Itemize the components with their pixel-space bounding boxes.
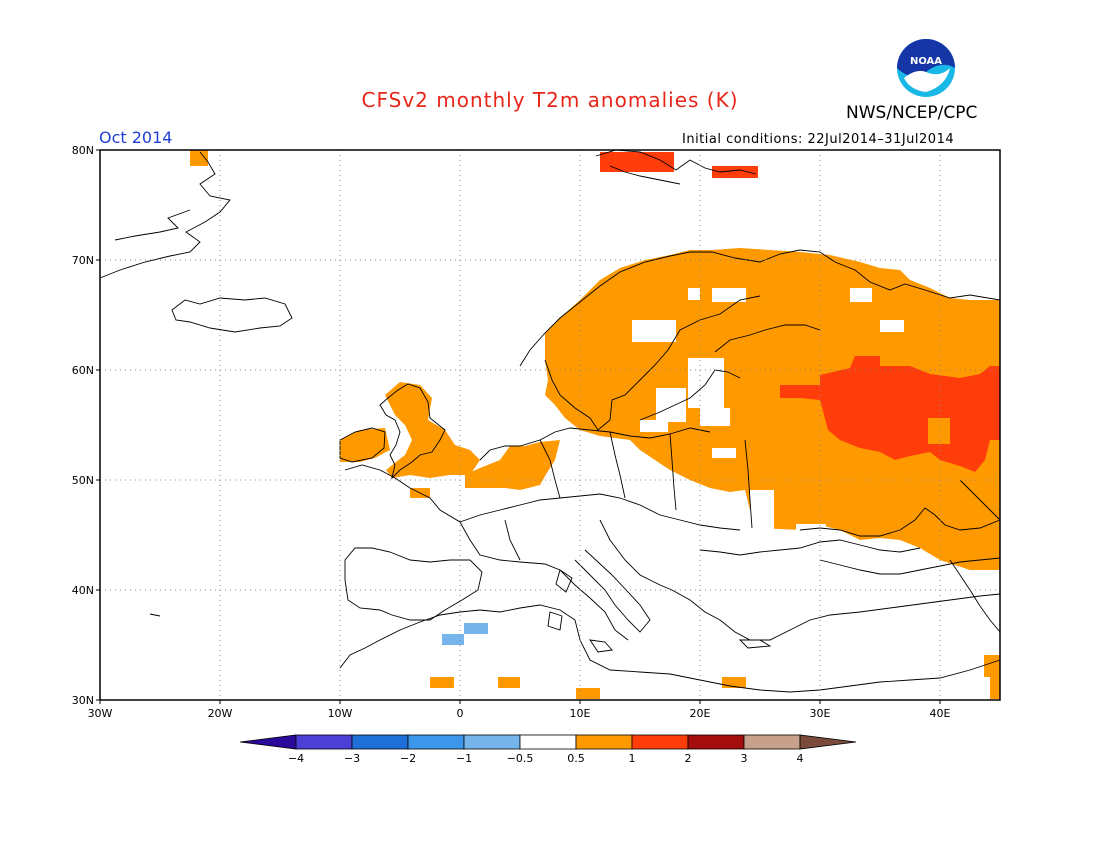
lon-tick-label: 30W [88, 707, 113, 720]
lon-tick-label: 30E [810, 707, 831, 720]
colorbar-segment [463, 734, 521, 750]
lon-tick-label: 20W [208, 707, 233, 720]
agency-label: NWS/NCEP/CPC [846, 103, 978, 123]
lat-tick-label: 30N [72, 694, 94, 707]
axis-ticks: 30W 20W 10W 0 10E 20E 30E 40E 80N 70N 60N 50N 40N 30N [72, 144, 951, 720]
lon-tick-label: 40E [930, 707, 951, 720]
month-label: Oct 2014 [99, 128, 173, 147]
map-plot-area: 30W 20W 10W 0 10E 20E 30E 40E 80N 70N 60N 50N 40N 30N [72, 144, 1001, 720]
map-graticule [100, 150, 1000, 700]
colorbar-segment [631, 734, 689, 750]
coastlines [99, 149, 1001, 693]
lat-tick-label: 70N [72, 254, 94, 267]
colorbar-segment [687, 734, 745, 750]
colorbar: −4 −3 −2 −1 −0.5 0.5 1 2 3 4 [239, 734, 857, 765]
colorbar-arrow-left [239, 734, 297, 750]
svg-text:NOAA: NOAA [910, 56, 942, 67]
colorbar-segment [351, 734, 409, 750]
lon-tick-label: 20E [690, 707, 711, 720]
anomaly-cool-shading [442, 623, 488, 645]
colorbar-label: 4 [797, 752, 804, 765]
colorbar-label: 3 [741, 752, 748, 765]
colorbar-label: 2 [685, 752, 692, 765]
lon-tick-label: 10E [570, 707, 591, 720]
lon-tick-label: 0 [457, 707, 464, 720]
initial-conditions-label: Initial conditions: 22Jul2014–31Jul2014 [682, 132, 955, 147]
lat-tick-label: 80N [72, 144, 94, 157]
colorbar-segment [575, 734, 633, 750]
colorbar-segment [295, 734, 353, 750]
colorbar-segment [407, 734, 465, 750]
colorbar-arrow-right [799, 734, 857, 750]
colorbar-label: −2 [400, 752, 416, 765]
map-title: CFSv2 monthly T2m anomalies (K) [361, 88, 739, 112]
colorbar-label: −0.5 [507, 752, 534, 765]
colorbar-segment [743, 734, 801, 750]
anomaly-gaps [632, 288, 904, 544]
lat-tick-label: 50N [72, 474, 94, 487]
colorbar-segment [519, 734, 577, 750]
colorbar-label: 1 [629, 752, 636, 765]
lat-tick-label: 60N [72, 364, 94, 377]
colorbar-label: −4 [288, 752, 304, 765]
map-frame [99, 149, 1001, 701]
lat-tick-label: 40N [72, 584, 94, 597]
colorbar-label: −3 [344, 752, 360, 765]
noaa-logo: NOAA [897, 39, 955, 97]
colorbar-label: 0.5 [567, 752, 585, 765]
colorbar-label: −1 [456, 752, 472, 765]
lon-tick-label: 10W [328, 707, 353, 720]
anomaly-hot-gap [928, 418, 950, 444]
